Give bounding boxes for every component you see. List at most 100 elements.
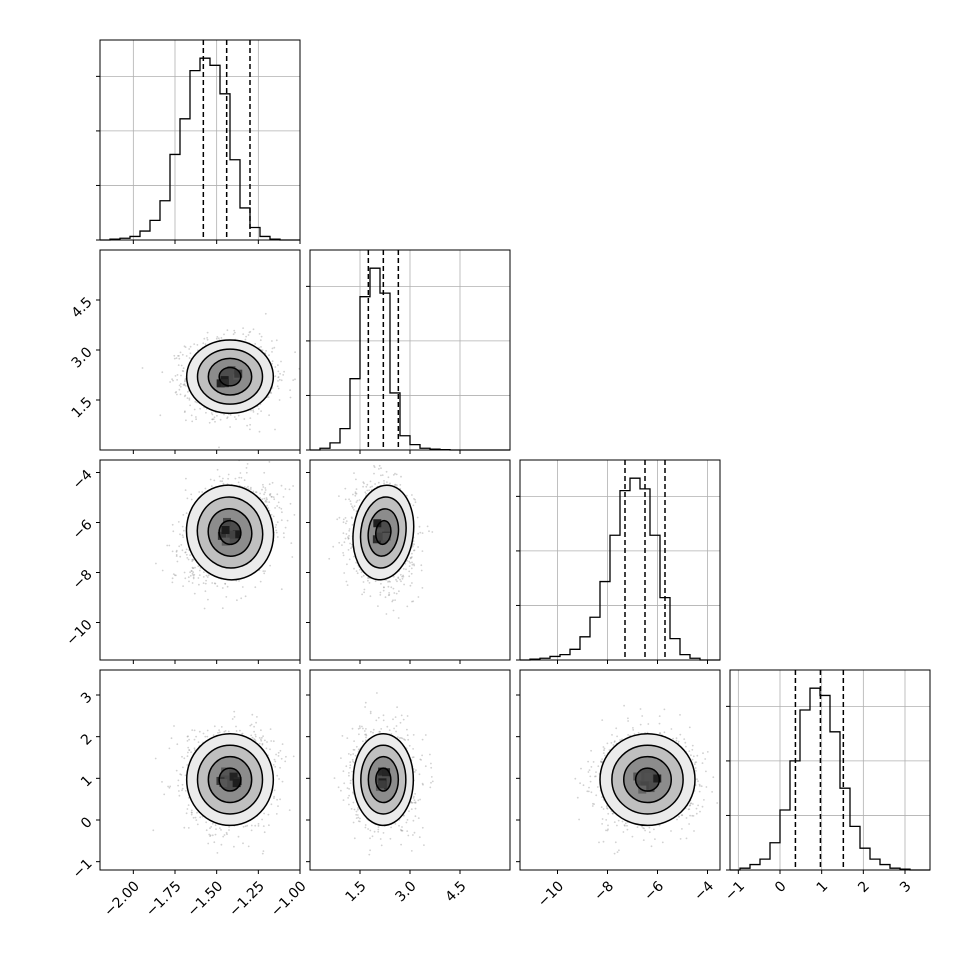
scatter-point-2-146 — [348, 530, 350, 532]
scatter-point-2-274 — [405, 568, 407, 570]
scatter-point-2-1397 — [353, 568, 355, 570]
scatter-point-3-84 — [274, 766, 276, 768]
scatter-point-2-1254 — [344, 488, 346, 490]
scatter-point-0-1386 — [202, 342, 204, 344]
scatter-point-2-991 — [356, 570, 358, 572]
scatter-point-0-335 — [197, 344, 199, 346]
scatter-point-1-484 — [166, 545, 168, 547]
scatter-point-2-1475 — [368, 489, 370, 491]
scatter-point-2-797 — [353, 509, 355, 511]
scatter-point-2-760 — [352, 507, 354, 509]
scatter-point-2-192 — [417, 517, 419, 519]
scatter-point-1-6 — [182, 585, 184, 587]
scatter-point-2-534 — [363, 591, 365, 593]
scatter-point-0-912 — [214, 416, 216, 418]
scatter-point-0-179 — [196, 453, 198, 455]
scatter-point-0-655 — [188, 348, 190, 350]
scatter-point-0-1302 — [212, 418, 214, 420]
panel-frame-2 — [310, 460, 510, 660]
panel-content-0 — [142, 313, 301, 455]
scatter-point-1-477 — [203, 582, 205, 584]
scatter-point-0-857 — [189, 357, 191, 359]
scatter-point-2-774 — [395, 579, 397, 581]
scatter-point-2-659 — [380, 467, 382, 469]
scatter-point-3-218 — [277, 805, 279, 807]
scatter-point-2-188 — [379, 465, 381, 467]
scatter-point-0-382 — [249, 429, 251, 431]
scatter-point-0-1343 — [278, 376, 280, 378]
scatter-point-3-195 — [253, 731, 255, 733]
scatter-point-1-1373 — [191, 570, 193, 572]
scatter-point-1-1436 — [265, 501, 267, 503]
scatter-point-2-191 — [374, 483, 376, 485]
scatter-point-1-218 — [283, 532, 285, 534]
scatter-point-1-1445 — [271, 514, 273, 516]
scatter-point-1-1323 — [287, 520, 289, 522]
scatter-point-0-1073 — [176, 379, 178, 381]
scatter-point-2-1093 — [363, 581, 365, 583]
scatter-point-1-1059 — [273, 498, 275, 500]
scatter-point-0-1474 — [177, 374, 179, 376]
scatter-point-1-156 — [186, 557, 188, 559]
scatter-point-1-747 — [261, 498, 263, 500]
scatter-point-0-1245 — [189, 399, 191, 401]
scatter-point-1-606 — [179, 533, 181, 535]
scatter-point-2-554 — [383, 482, 385, 484]
scatter-point-0-258 — [259, 333, 261, 335]
histogram-step-3 — [730, 688, 930, 870]
scatter-point-2-553 — [413, 563, 415, 565]
scatter-point-0-1251 — [185, 346, 187, 348]
scatter-point-2-716 — [413, 498, 415, 500]
scatter-point-2-1453 — [366, 484, 368, 486]
scatter-point-0-1173 — [185, 419, 187, 421]
scatter-point-1-968 — [238, 477, 240, 479]
scatter-point-0-532 — [190, 346, 192, 348]
scatter-point-2-1313 — [406, 606, 408, 608]
scatter-point-2-928 — [411, 494, 413, 496]
scatter-point-1-941 — [175, 575, 177, 577]
scatter-point-2-1222 — [355, 493, 357, 495]
scatter-point-1-305 — [205, 488, 207, 490]
scatter-point-0-1221 — [272, 348, 274, 350]
scatter-point-2-201 — [422, 550, 424, 552]
scatter-point-1-1301 — [276, 532, 278, 534]
scatter-point-0-523 — [193, 343, 195, 345]
scatter-point-0-1242 — [272, 360, 274, 362]
scatter-point-2-1144 — [343, 572, 345, 574]
scatter-point-1-537 — [192, 571, 194, 573]
scatter-point-1-308 — [188, 559, 190, 561]
scatter-point-0-97 — [142, 367, 144, 369]
scatter-point-0-449 — [179, 389, 181, 391]
scatter-point-1-826 — [277, 521, 279, 523]
scatter-point-0-672 — [187, 391, 189, 393]
scatter-point-3-30 — [279, 798, 281, 800]
scatter-point-0-254 — [281, 379, 283, 381]
scatter-point-2-1095 — [419, 526, 421, 528]
scatter-point-1-1346 — [262, 486, 264, 488]
scatter-point-1-458 — [222, 587, 224, 589]
scatter-point-1-652 — [182, 536, 184, 538]
scatter-point-0-551 — [218, 337, 220, 339]
scatter-point-2-1197 — [352, 494, 354, 496]
scatter-point-1-1049 — [184, 577, 186, 579]
scatter-point-0-1316 — [206, 337, 208, 339]
scatter-point-1-1313 — [216, 585, 218, 587]
scatter-point-0-443 — [268, 414, 270, 416]
scatter-point-2-755 — [357, 500, 359, 502]
scatter-point-3-13 — [198, 741, 200, 743]
scatter-point-1-1324 — [273, 496, 275, 498]
scatter-point-1-1250 — [203, 576, 205, 578]
scatter-point-2-593 — [366, 490, 368, 492]
scatter-point-1-1206 — [263, 573, 265, 575]
scatter-point-2-831 — [413, 505, 415, 507]
scatter-point-1-684 — [227, 586, 229, 588]
scatter-point-2-615 — [361, 594, 363, 596]
scatter-point-1-1321 — [172, 582, 174, 584]
scatter-point-2-387 — [403, 584, 405, 586]
scatter-point-1-302 — [199, 570, 201, 572]
scatter-point-0-543 — [294, 351, 296, 353]
scatter-point-0-634 — [175, 392, 177, 394]
scatter-point-3-210 — [195, 736, 197, 738]
scatter-point-1-1 — [189, 571, 191, 573]
